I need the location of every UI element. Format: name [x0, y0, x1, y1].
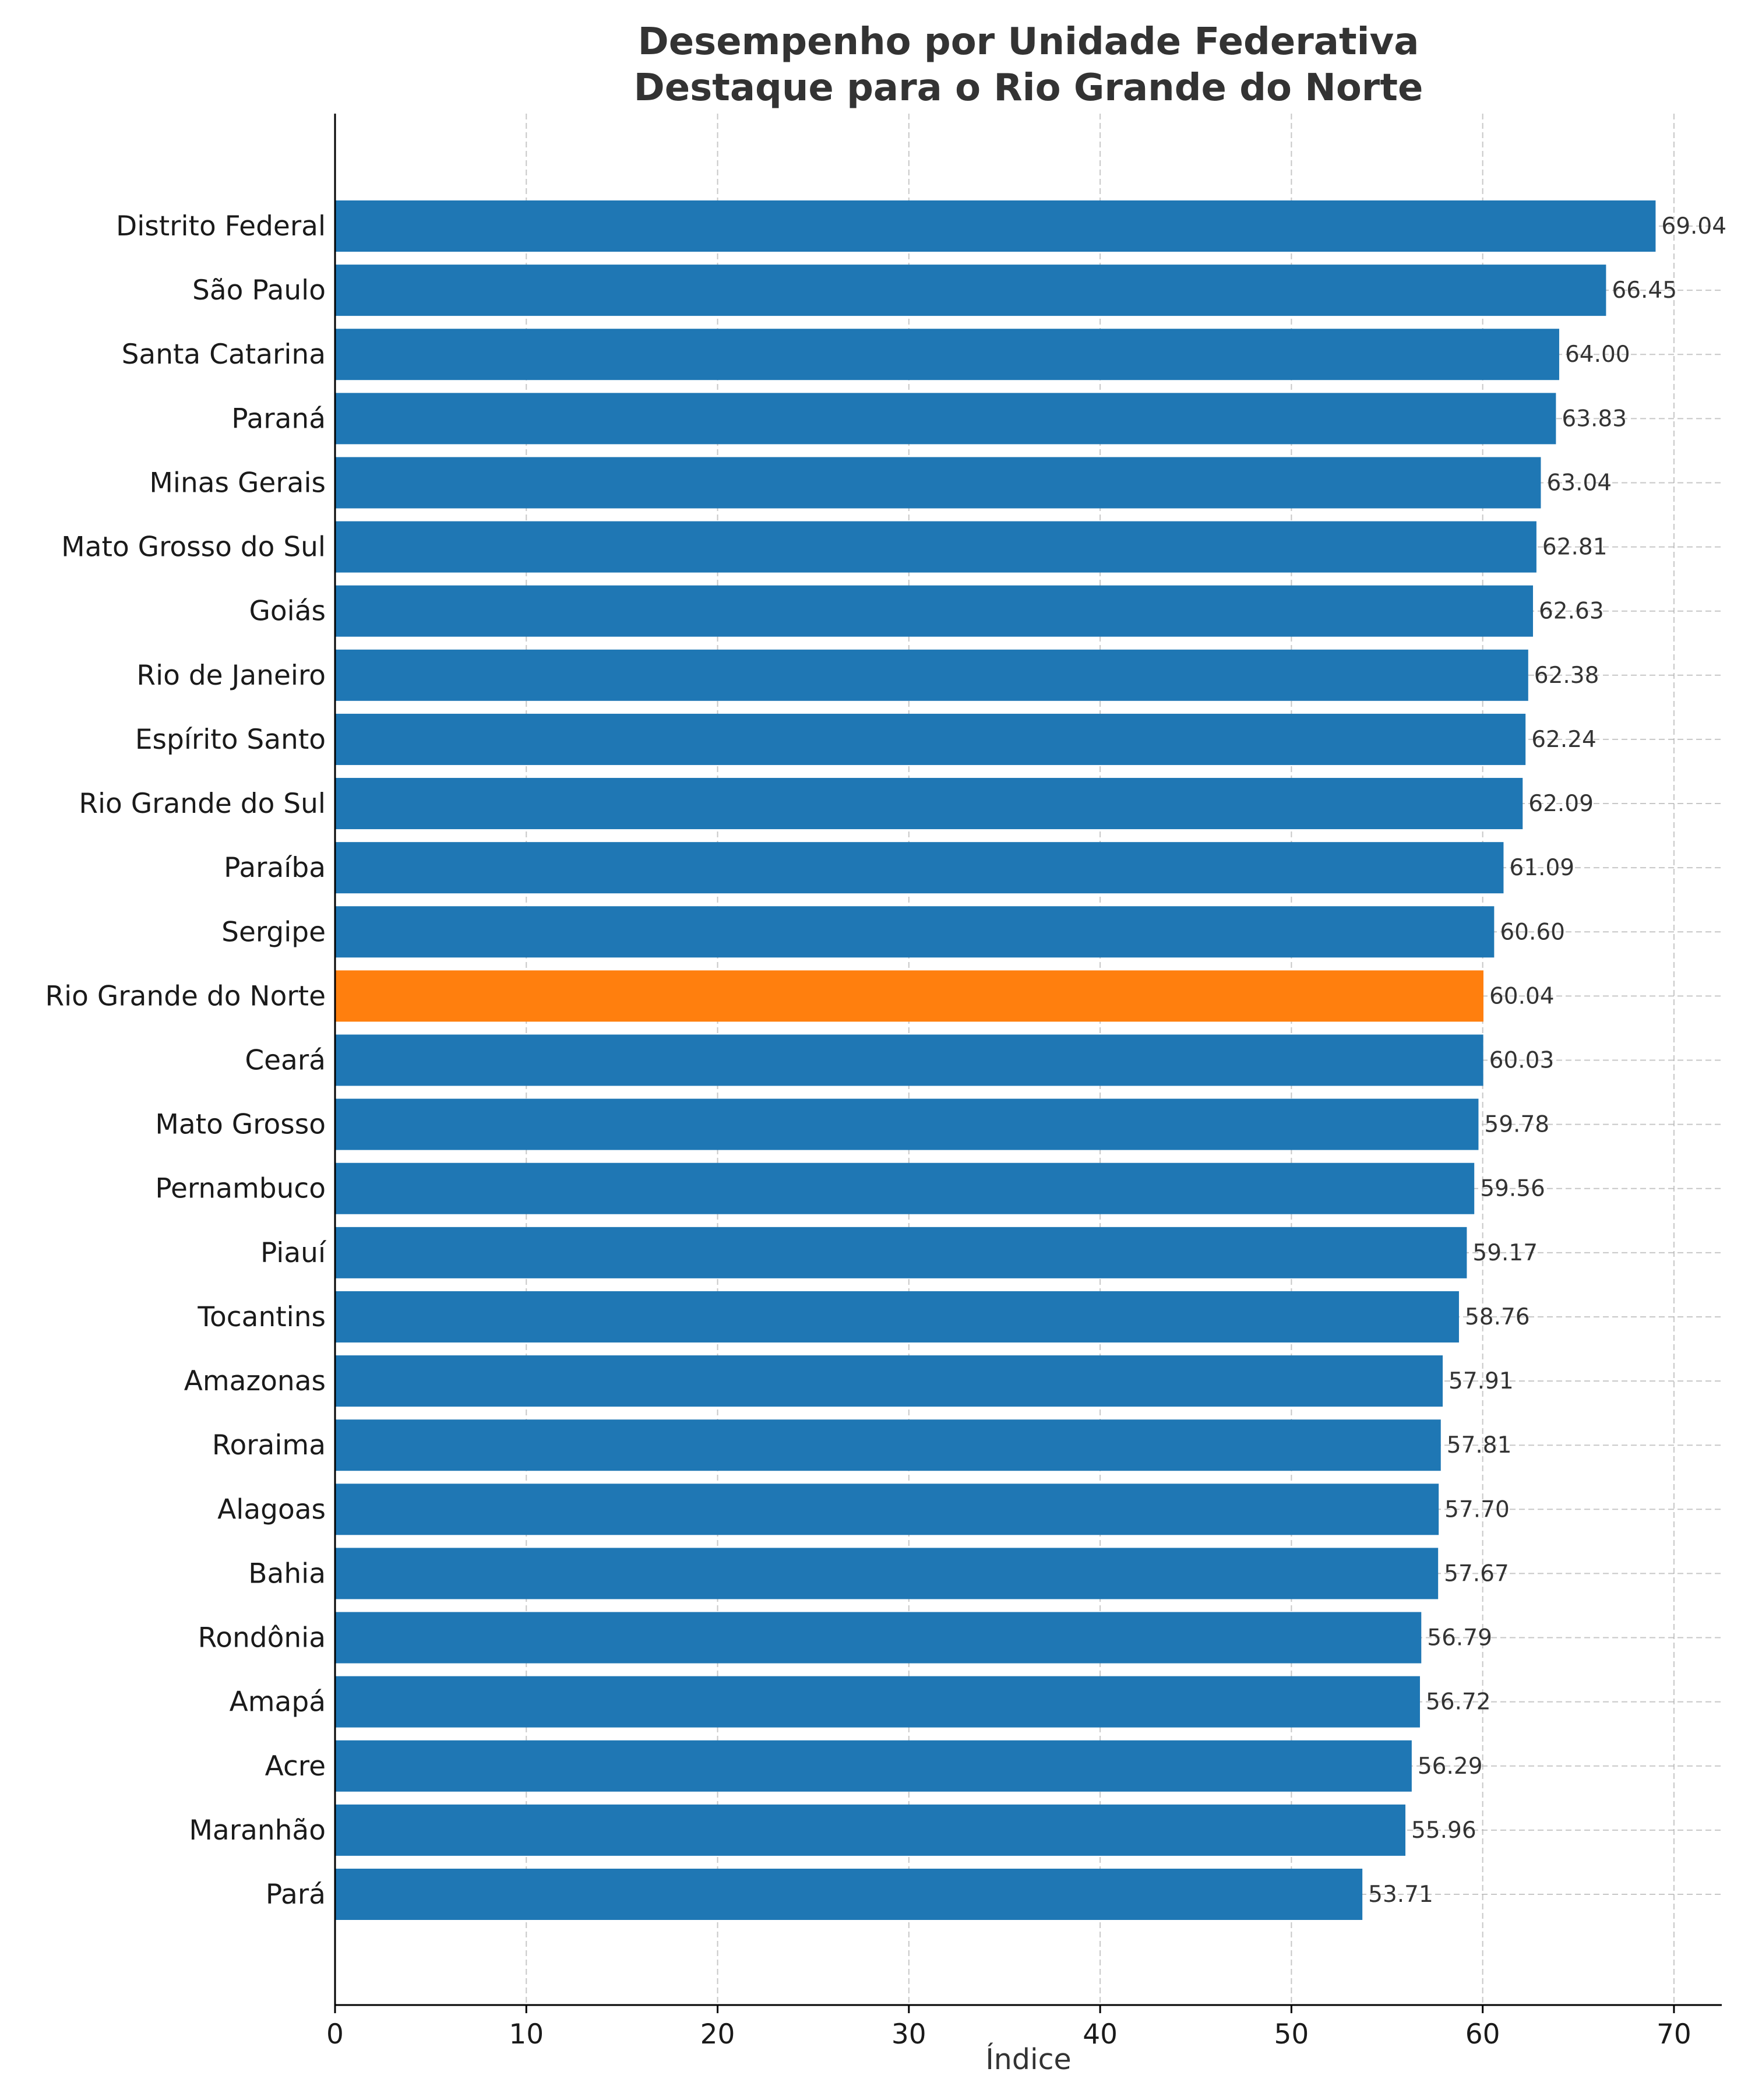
- bar: [335, 1548, 1439, 1599]
- category-label: Tocantins: [197, 1301, 326, 1333]
- value-label: 63.04: [1546, 470, 1612, 496]
- axes: [334, 114, 1722, 2006]
- x-tick-label: 70: [1657, 2018, 1691, 2050]
- category-label: Mato Grosso: [155, 1109, 326, 1141]
- category-label: Santa Catarina: [122, 339, 326, 371]
- bar: [335, 585, 1533, 637]
- category-label: Rio Grande do Sul: [79, 788, 326, 820]
- bar: [335, 1740, 1412, 1792]
- bar: [335, 1355, 1443, 1407]
- value-label: 56.79: [1427, 1625, 1492, 1651]
- value-label: 59.56: [1480, 1176, 1545, 1202]
- category-label: Rondônia: [198, 1622, 326, 1654]
- value-label: 61.09: [1509, 855, 1574, 881]
- category-label: Maranhão: [189, 1814, 326, 1847]
- bars: [335, 200, 1656, 1920]
- category-label: Goiás: [249, 596, 326, 628]
- x-tick-label: 30: [891, 2018, 926, 2050]
- x-tick-label: 10: [509, 2018, 544, 2050]
- value-label: 55.96: [1411, 1817, 1476, 1844]
- value-label: 62.38: [1534, 663, 1599, 689]
- value-label: 62.63: [1539, 598, 1604, 625]
- bar: [335, 1804, 1406, 1856]
- bar: [335, 1612, 1422, 1664]
- bar: [335, 329, 1559, 380]
- category-label: Mato Grosso do Sul: [61, 531, 326, 563]
- chart-subtitle: Destaque para o Rio Grande do Norte: [634, 66, 1423, 110]
- bar: [335, 521, 1536, 573]
- category-label: Amapá: [230, 1686, 326, 1718]
- bar: [335, 200, 1656, 252]
- value-label: 57.91: [1449, 1368, 1514, 1394]
- value-label: 60.04: [1489, 983, 1555, 1009]
- labels: Distrito Federal 69.04 São Paulo 66.45 Santa…: [45, 210, 1726, 2050]
- bar: [335, 1227, 1467, 1278]
- x-tick-label: 60: [1465, 2018, 1500, 2050]
- category-label: Roraima: [212, 1429, 326, 1461]
- value-label: 59.17: [1472, 1240, 1538, 1266]
- x-tick-label: 50: [1274, 2018, 1309, 2050]
- bar: [335, 778, 1523, 830]
- value-label: 58.76: [1465, 1304, 1530, 1330]
- bar: [335, 1162, 1475, 1214]
- value-label: 69.04: [1661, 213, 1726, 239]
- category-label: Espírito Santo: [135, 724, 326, 756]
- bar: [335, 1034, 1483, 1086]
- bar: [335, 842, 1504, 894]
- value-label: 64.00: [1565, 341, 1630, 368]
- value-label: 56.29: [1418, 1753, 1483, 1780]
- value-label: 57.67: [1444, 1560, 1509, 1587]
- category-label: São Paulo: [192, 274, 326, 306]
- bar: [335, 1869, 1363, 1920]
- bar: [335, 265, 1606, 316]
- bar: [335, 1419, 1441, 1471]
- value-label: 63.83: [1562, 406, 1627, 432]
- bar: [335, 457, 1541, 509]
- category-label: Paraná: [231, 403, 326, 435]
- category-label: Rio de Janeiro: [136, 660, 326, 692]
- value-label: 62.09: [1528, 791, 1594, 817]
- bar: [335, 970, 1483, 1022]
- category-label: Pará: [266, 1879, 326, 1911]
- chart-title: Desempenho por Unidade Federativa: [638, 20, 1419, 64]
- x-axis-title: Índice: [985, 2042, 1071, 2076]
- category-label: Rio Grande do Norte: [45, 980, 326, 1012]
- category-label: Minas Gerais: [149, 467, 326, 499]
- bar: [335, 649, 1528, 701]
- bar: [335, 1676, 1420, 1728]
- value-label: 60.60: [1500, 919, 1565, 945]
- category-label: Piauí: [260, 1237, 327, 1269]
- bar: [335, 1484, 1439, 1535]
- bar: [335, 906, 1495, 958]
- value-label: 56.72: [1426, 1689, 1491, 1715]
- x-tick-label: 40: [1083, 2018, 1118, 2050]
- bar: [335, 393, 1556, 445]
- category-label: Ceará: [245, 1045, 326, 1077]
- value-label: 62.81: [1542, 534, 1608, 561]
- bar: [335, 713, 1526, 765]
- category-label: Acre: [265, 1750, 326, 1782]
- x-tick-label: 0: [326, 2018, 344, 2050]
- value-label: 57.70: [1444, 1496, 1510, 1523]
- value-label: 59.78: [1484, 1112, 1549, 1138]
- x-tick-label: 20: [700, 2018, 735, 2050]
- bar: [335, 1098, 1479, 1150]
- category-label: Alagoas: [217, 1493, 326, 1525]
- value-label: 62.24: [1531, 727, 1597, 753]
- value-label: 66.45: [1612, 277, 1677, 304]
- value-label: 57.81: [1447, 1432, 1512, 1458]
- category-label: Sergipe: [221, 916, 326, 948]
- category-label: Bahia: [248, 1558, 326, 1590]
- value-label: 53.71: [1368, 1881, 1433, 1908]
- category-label: Pernambuco: [155, 1173, 326, 1205]
- value-label: 60.03: [1489, 1048, 1555, 1074]
- category-label: Amazonas: [184, 1365, 326, 1397]
- bar: [335, 1291, 1459, 1343]
- category-label: Distrito Federal: [116, 210, 326, 242]
- category-label: Paraíba: [224, 852, 326, 884]
